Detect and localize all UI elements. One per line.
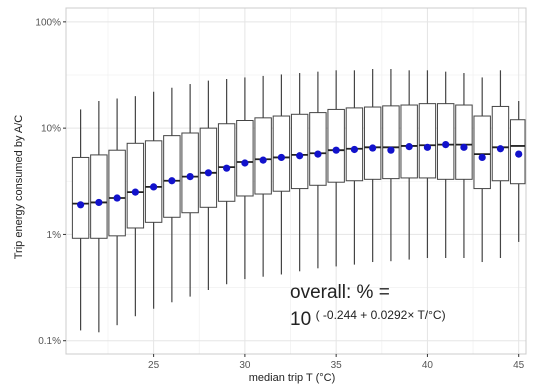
boxplot (163, 87, 181, 303)
x-tick-label: 45 (513, 360, 525, 371)
box-iqr (254, 117, 272, 195)
boxplot (491, 70, 510, 259)
mean-point (277, 153, 285, 162)
annotation-base: 10 (290, 309, 311, 330)
y-tick-label: 1% (47, 230, 62, 241)
mean-point (387, 146, 395, 154)
boxplot (455, 73, 473, 259)
boxplot (272, 74, 291, 275)
mean-point (405, 143, 413, 151)
box-iqr (236, 120, 254, 197)
mean-point (332, 146, 340, 154)
box-iqr (126, 142, 145, 229)
x-tick-label: 25 (148, 360, 160, 371)
mean-point (478, 153, 486, 162)
boxplot (90, 101, 108, 333)
y-tick-label: 10% (41, 124, 61, 135)
boxplot (254, 75, 272, 277)
mean-point (259, 156, 267, 164)
x-tick-label: 35 (331, 360, 343, 371)
box-iqr (290, 113, 309, 190)
boxplot (144, 91, 163, 309)
y-axis-title: Trip energy consumed by A/C (13, 115, 25, 260)
box-iqr (400, 104, 418, 179)
boxplot (309, 71, 327, 269)
mean-point (223, 164, 231, 172)
x-axis-title: median trip T (°C) (249, 372, 336, 384)
box-iqr (327, 108, 345, 183)
box-iqr (418, 103, 437, 179)
x-tick-label: 30 (239, 360, 251, 371)
box-iqr (382, 105, 400, 180)
box-iqr (144, 140, 163, 223)
boxplot (108, 98, 126, 326)
mean-point (496, 145, 505, 153)
mean-point (95, 198, 103, 207)
mean-point (423, 143, 432, 151)
annotation-exponent: ( -0.244 + 0.0292× T/°C) (316, 308, 446, 322)
mean-point (131, 188, 139, 196)
mean-point (204, 169, 212, 177)
annotation-line1: overall: % = (290, 282, 390, 303)
boxplot (217, 78, 236, 285)
boxplot (71, 109, 90, 331)
x-tick-label: 40 (422, 360, 434, 371)
mean-point (168, 177, 176, 185)
boxplot (418, 70, 437, 259)
box-iqr (163, 135, 181, 218)
y-tick-label: 0.1% (38, 336, 61, 347)
box-iqr (90, 154, 108, 239)
plot-panel-border (65, 7, 527, 355)
boxplot (236, 77, 254, 280)
box-iqr (455, 104, 473, 180)
mean-point (460, 143, 468, 151)
mean-point (350, 145, 359, 154)
boxplot (181, 84, 199, 297)
annotation-formula: 10 ( -0.244 + 0.0292× T/°C) (290, 308, 446, 330)
mean-point (186, 173, 194, 181)
box-iqr (108, 149, 126, 237)
box-iqr (181, 132, 199, 214)
y-tick-label: 100% (35, 17, 61, 28)
mean-point (241, 159, 249, 167)
boxplot (363, 69, 382, 263)
box-iqr (217, 123, 236, 202)
mean-points (77, 141, 523, 209)
boxplot (327, 70, 345, 267)
box-iqr (345, 107, 364, 182)
axis-ticks: 25 30 35 40 45 0.1% 1% 10% 100% (35, 17, 524, 371)
box-iqr (363, 106, 382, 180)
mean-point (77, 201, 85, 209)
mean-point (296, 152, 304, 160)
mean-point (150, 183, 158, 191)
boxplot (382, 69, 400, 262)
box-iqr (309, 112, 327, 186)
boxplot (199, 80, 218, 291)
boxplot (436, 71, 455, 259)
box-iqr (473, 115, 491, 190)
mean-point (515, 150, 523, 158)
mean-point (369, 144, 377, 152)
boxplots (71, 69, 526, 333)
box-iqr (491, 105, 510, 182)
box-iqr (71, 156, 90, 239)
box-iqr (272, 115, 291, 192)
fit-annotation: overall: % = 10 ( -0.244 + 0.0292× T/°C) (290, 282, 446, 330)
box-iqr (199, 127, 218, 208)
boxplot (400, 70, 418, 260)
mean-point (442, 141, 450, 149)
boxplot (126, 96, 145, 317)
boxplot (509, 101, 526, 242)
mean-point (113, 194, 121, 202)
mean-point (314, 150, 322, 158)
boxplot (345, 70, 364, 265)
boxplot (290, 73, 309, 272)
